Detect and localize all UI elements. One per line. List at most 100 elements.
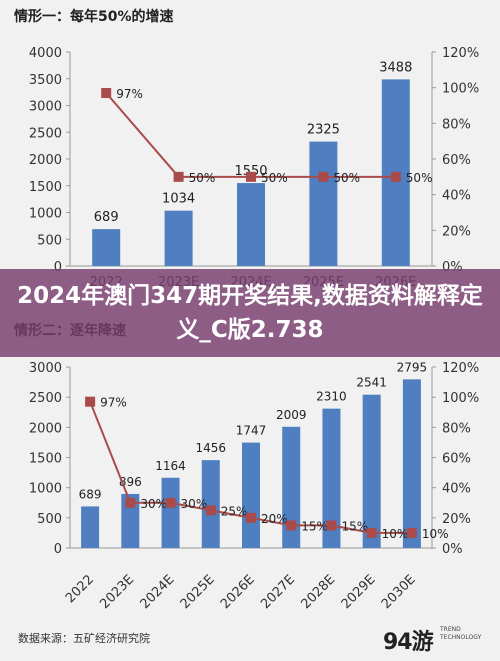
brand-logo-subtext: TREND TECHNOLOGY [440, 626, 500, 642]
chart2-category-label: 2024E [138, 572, 178, 612]
chart2-category-label: 2026E [218, 572, 258, 612]
chart2-left-tick-label: 2000 [29, 421, 62, 436]
chart1-bar-value-label: 2325 [307, 123, 340, 138]
chart1-right-tick-label: 60% [442, 153, 471, 168]
footer: 数据来源：五矿经济研究院 94游 TREND TECHNOLOGY [0, 618, 500, 661]
chart1-left-tick-label: 1500 [29, 180, 62, 195]
chart1-left-tick-label: 0 [54, 260, 62, 275]
chart2-growth-marker [85, 396, 96, 407]
chart2-bar [242, 442, 260, 548]
overlay-banner: 2024年澳门347期开奖结果,数据资料解释定义_C版2.738 [0, 269, 500, 357]
chart2-growth-marker [246, 512, 256, 523]
chart1-left-tick-label: 2000 [29, 153, 62, 168]
chart2-right-tick-label: 120% [442, 361, 479, 376]
chart2-left-tick-label: 2500 [29, 391, 62, 406]
chart1-growth-label: 50% [406, 171, 433, 185]
chart1-right-tick-label: 120% [442, 46, 479, 61]
chart2-growth-label: 30% [181, 497, 208, 511]
chart1-left-tick-label: 1000 [29, 207, 62, 222]
chart2-bar [362, 394, 381, 548]
chart2-left-tick-label: 0 [54, 542, 62, 557]
chart1-bar [164, 210, 193, 266]
chart2-growth-marker [406, 527, 417, 538]
chart1-right-tick-label: 20% [442, 224, 471, 239]
chart2-bar-value-label: 2541 [356, 376, 387, 390]
brand-logo-line2: TECHNOLOGY [440, 634, 482, 641]
chart1-right-tick-label: 80% [442, 117, 471, 132]
chart1-right-tick-label: 40% [442, 189, 471, 204]
chart2-category-label: 2023E [97, 572, 137, 612]
chart1-bar-value-label: 689 [94, 210, 119, 225]
chart2-bar [161, 477, 180, 548]
chart2-growth-label: 15% [341, 519, 368, 533]
chart2-category-label: 2029E [339, 572, 379, 612]
chart2-left-tick-label: 1000 [29, 482, 62, 497]
chart2-bar [282, 426, 301, 548]
chart1-left-tick-label: 3500 [29, 73, 62, 88]
chart1-growth-label: 50% [261, 171, 288, 185]
chart1-growth-marker [318, 171, 329, 182]
chart2-right-tick-label: 80% [442, 421, 471, 436]
chart2-growth-label: 97% [100, 396, 127, 410]
chart1-growth-marker [173, 171, 184, 182]
chart2-bar [201, 460, 220, 548]
chart1-growth-marker [246, 171, 256, 182]
chart2-left-tick-label: 3000 [29, 361, 62, 376]
chart2-left-tick-label: 1500 [29, 452, 62, 467]
chart2-right-tick-label: 100% [442, 391, 479, 406]
chart1-bar [237, 183, 265, 266]
chart2-growth-marker [366, 527, 377, 538]
chart2-growth-marker [326, 520, 337, 531]
chart2-growth-marker [165, 497, 176, 508]
chart2-growth-label: 25% [221, 504, 248, 518]
chart2-bar-value-label: 1747 [236, 424, 267, 438]
chart2-category-label: 2022 [63, 572, 97, 606]
chart2-bar-value-label: 1164 [155, 459, 186, 473]
chart1-growth-marker [101, 88, 112, 99]
chart2-bar-value-label: 2009 [276, 408, 307, 422]
chart1-left-tick-label: 3000 [29, 100, 62, 115]
chart1-bar-value-label: 1550 [234, 164, 267, 179]
chart2-category-label: 2027E [258, 572, 298, 612]
chart1-bar [309, 141, 338, 266]
chart1-bar-value-label: 3488 [379, 60, 412, 75]
chart2-growth-label: 10% [422, 527, 449, 541]
brand-logo-line1: TREND [440, 626, 461, 633]
chart2-bar [322, 408, 341, 548]
chart2-right-tick-label: 20% [442, 512, 471, 527]
chart1-right-tick-label: 100% [442, 82, 479, 97]
chart1-bar [92, 229, 121, 266]
chart2-bar-value-label: 2310 [316, 390, 347, 404]
chart1-left-tick-label: 500 [37, 233, 62, 248]
chart2-category-label: 2028E [298, 572, 338, 612]
chart2-bar-value-label: 2795 [397, 360, 428, 374]
chart1-growth-label: 50% [333, 171, 360, 185]
chart1-growth-label: 97% [116, 87, 143, 101]
chart2-bar-value-label: 1456 [196, 441, 227, 455]
chart1-title: 情形一：每年50%的增速 [14, 8, 174, 25]
chart1-left-tick-label: 4000 [29, 46, 62, 61]
chart2-right-tick-label: 40% [442, 482, 471, 497]
chart2-right-tick-label: 60% [442, 452, 471, 467]
chart1-growth-marker [390, 171, 401, 182]
chart2-growth-label: 20% [261, 512, 288, 526]
brand-logo: 94游 [383, 630, 434, 655]
chart2-category-label: 2025E [178, 572, 218, 612]
chart2-bar [402, 379, 421, 548]
chart2-category-label: 2030E [379, 572, 419, 612]
chart1-growth-label: 50% [189, 171, 216, 185]
chart2-left-tick-label: 500 [37, 512, 62, 527]
chart2-growth-label: 10% [382, 527, 409, 541]
chart2-bar [81, 506, 100, 548]
chart2-growth-marker [286, 520, 297, 531]
overlay-title: 2024年澳门347期开奖结果,数据资料解释定义_C版2.738 [17, 283, 483, 343]
chart2-growth-marker [205, 505, 216, 516]
chart2-growth-label: 15% [301, 519, 328, 533]
chart2-growth-label: 30% [140, 497, 167, 511]
chart2-right-tick-label: 0% [442, 542, 463, 557]
chart2-bar-value-label: 689 [79, 487, 102, 501]
chart2-bar-value-label: 896 [119, 475, 142, 489]
chart2-growth-marker [125, 497, 136, 508]
chart1-bar-value-label: 1034 [162, 192, 195, 207]
source-note: 数据来源：五矿经济研究院 [18, 632, 150, 645]
